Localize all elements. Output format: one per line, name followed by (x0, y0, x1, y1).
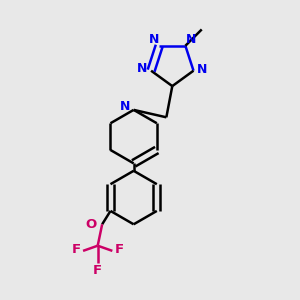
Text: F: F (72, 244, 81, 256)
Text: N: N (136, 62, 147, 75)
Text: N: N (186, 33, 196, 46)
Text: N: N (197, 63, 208, 76)
Text: N: N (120, 100, 130, 113)
Text: F: F (114, 244, 124, 256)
Text: N: N (149, 33, 159, 46)
Text: O: O (85, 218, 96, 231)
Text: F: F (93, 264, 102, 277)
